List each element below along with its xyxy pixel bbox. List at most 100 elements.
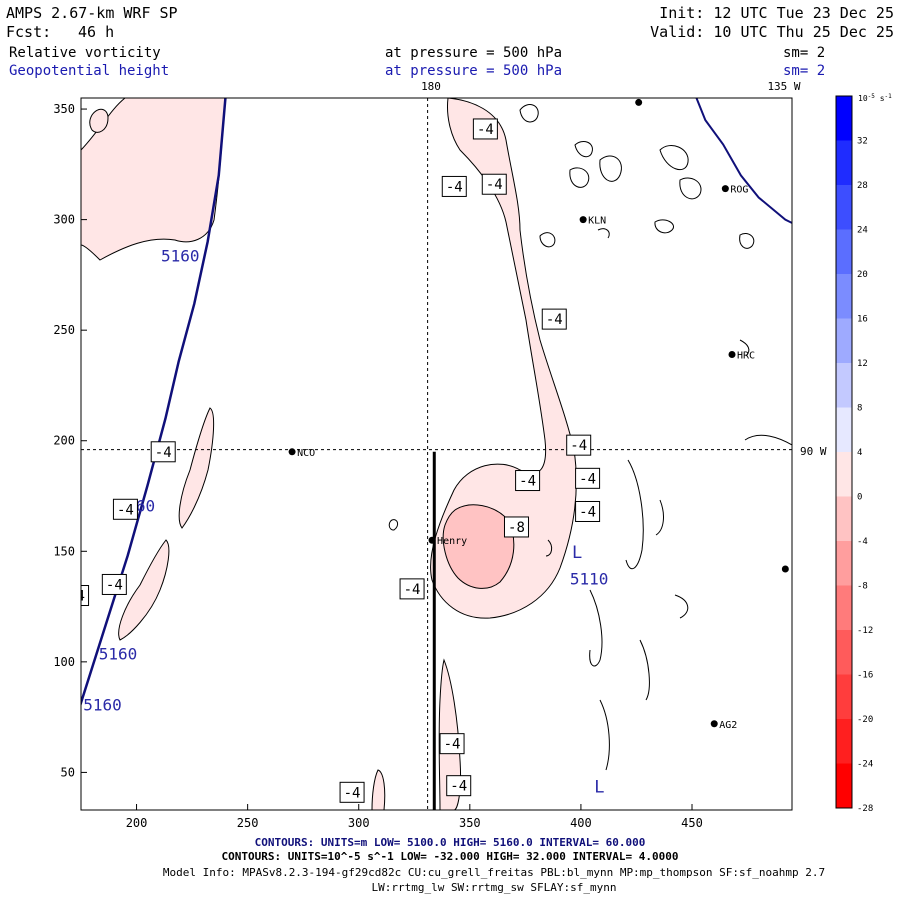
colorbar-segment [836,541,852,586]
shade-region-west-strip [178,407,215,529]
vorticity-value-label: -4 [155,445,172,461]
low-center-marker: L [572,543,582,563]
colorbar-tick-label: 24 [857,226,868,236]
colorbar-tick-label: 20 [857,270,868,280]
vorticity-value-label: -4 [546,312,563,328]
station-marker [428,536,436,544]
colorbar-tick-label: -20 [857,715,873,725]
vorticity-value-label: -4 [117,502,134,518]
low-center-marker: L [594,777,604,797]
coastline [695,98,792,225]
station-marker [288,448,296,456]
vorticity-value-label: -4 [404,582,421,598]
station-label: AG2 [719,720,737,731]
station-marker [710,720,718,728]
station-marker [728,350,736,358]
contour-squiggle [599,155,622,182]
forecast-hour: 46 h [78,23,114,41]
colorbar-tick-label: -24 [857,760,873,770]
colorbar-tick-label: -16 [857,671,873,681]
y-axis-tick-label: 150 [53,544,75,558]
colorbar-tick-label: 28 [857,181,868,191]
station-label: NCO [297,448,315,459]
vorticity-label-box [81,585,90,607]
station-label: HRC [737,350,755,361]
height-contour-line [81,98,227,707]
station-marker [781,565,789,573]
colorbar-segment [836,585,852,631]
contour-squiggle [574,141,593,158]
station-marker [721,185,729,193]
colorbar-segment [836,763,852,809]
colorbar-tick-label: -8 [857,582,868,592]
colorbar-tick-label: -28 [857,804,873,814]
contour-squiggle [659,145,689,171]
y-axis-tick-label: 200 [53,434,75,448]
footer-height-contours: CONTOURS: UNITS=m LOW= 5100.0 HIGH= 5160… [255,836,646,849]
vorticity-label-box [575,467,601,489]
station-marker [635,98,643,106]
contour-squiggle [739,232,755,249]
colorbar-tick-label: 4 [857,448,862,458]
colorbar-segment [836,674,852,720]
x-axis-tick-label: 450 [681,816,703,830]
vorticity-label-box [472,118,498,140]
contour-squiggle [625,459,644,570]
height-labels: 516051605160516051105109LL [83,247,633,810]
vorticity-value-label: -4 [68,589,85,605]
forecast-label: Fcst: [6,23,51,41]
station-label: Henry [437,536,467,547]
vorticity-value-label: -4 [486,177,503,193]
colorbar-tick-label: 12 [857,359,868,369]
footer-radiation-info: LW:rrtmg_lw SW:rrtmg_sw SFLAY:sf_mynn [371,881,616,894]
colorbar-segment [836,496,852,542]
shade-region-top-left-blob [89,108,109,133]
vorticity-value-label: -4 [450,779,467,795]
colorbar-segment [836,96,852,141]
colorbar-segment [836,140,852,186]
y-axis-tick-label: 250 [53,323,75,337]
x-axis-tick-label: 400 [570,816,592,830]
colorbar-segment [836,630,852,675]
contour-squiggle [599,699,610,771]
colorbar-tick-label: 0 [857,493,862,503]
station-marker [579,216,587,224]
lon-label-90w: 90 W [800,445,827,458]
minor-contours [388,104,792,771]
colorbar-segment [836,185,852,230]
vorticity-value-label: -4 [579,471,596,487]
model-title: AMPS 2.67-km WRF SP [6,4,178,22]
colorbar: 10-5 s-1 32 28 24 20 16 12 8 4 0 -4 -8 -12 -16 -20 -24… [835,93,892,814]
colorbar-segment [836,407,852,453]
valid-time: Valid: 10 UTC Thu 25 Dec 25 [650,23,894,41]
contour-squiggle [654,219,674,234]
contour-squiggle [674,594,689,619]
colorbar-tick-label: -12 [857,626,873,636]
vorticity-value-label: -4 [570,438,587,454]
colorbar-tick-label: -4 [857,537,868,547]
contour-squiggle [639,639,650,701]
contour-squiggle [545,539,553,557]
field1-level: at pressure = 500 hPa [385,45,562,61]
height-value-label: 5160 [83,695,122,714]
contour-squiggle [519,104,539,123]
shade-region-southwest-strip [118,539,170,641]
colorbar-segment [836,719,852,764]
colorbar-tick-label: 8 [857,404,862,414]
stations: ROG KLN HRC NCO Henry AG2 [288,98,789,731]
colorbar-segment [836,452,852,497]
vorticity-label-box [481,173,507,195]
lon-label-180: 180 [421,80,441,93]
x-axis-tick-label: 200 [126,816,148,830]
shade-region-northwest [81,98,226,261]
shade-region-bottom-left [371,769,386,810]
y-axis-tick-label: 50 [61,765,75,779]
plot-frame [80,97,793,811]
field1-smoothing: sm= 2 [783,45,825,61]
vorticity-label-box [441,175,467,197]
colorbar-unit: 10-5 s-1 [858,93,892,103]
vorticity-value-label: -4 [446,179,463,195]
field1-name: Relative vorticity [9,45,161,61]
vorticity-label-box [101,573,127,595]
